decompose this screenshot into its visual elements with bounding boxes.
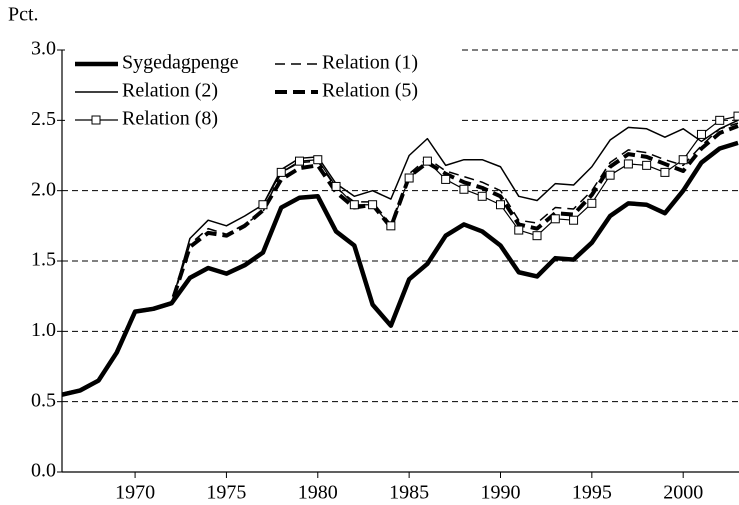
legend-label: Relation (8)	[122, 108, 218, 130]
x-tick-label: 1985	[389, 482, 429, 504]
y-tick-label: 1.5	[31, 249, 56, 271]
series-line	[61, 122, 739, 396]
series-line	[61, 124, 739, 397]
y-tick-label: 2.0	[31, 178, 56, 200]
x-tick-label: 2000	[663, 482, 703, 504]
marker	[514, 225, 524, 235]
legend: Sygedagpenge Relation (1) Relation (2) Rela…	[65, 48, 460, 136]
marker	[569, 215, 579, 225]
marker	[459, 184, 469, 194]
marker	[550, 214, 560, 224]
y-axis-label: Pct.	[8, 4, 39, 26]
marker	[477, 191, 487, 201]
legend-box	[65, 48, 460, 136]
y-tick-label: 0.0	[31, 460, 56, 482]
marker	[331, 181, 341, 191]
marker	[258, 200, 268, 210]
x-tick-label: 1975	[206, 482, 246, 504]
marker	[642, 160, 652, 170]
marker	[386, 221, 396, 231]
x-tick-label: 1970	[115, 482, 155, 504]
marker	[587, 198, 597, 208]
marker	[733, 111, 739, 121]
y-tick-label: 3.0	[31, 38, 56, 60]
marker	[404, 173, 414, 183]
marker	[441, 174, 451, 184]
marker	[605, 170, 615, 180]
legend-marker	[91, 115, 101, 125]
y-tick-label: 2.5	[31, 108, 56, 130]
y-tick-label: 0.5	[31, 389, 56, 411]
legend-label: Relation (5)	[322, 80, 418, 102]
marker	[715, 115, 725, 125]
marker	[368, 200, 378, 210]
marker	[295, 156, 305, 166]
legend-label: Sygedagpenge	[122, 52, 239, 74]
series-line	[61, 119, 739, 396]
marker	[349, 200, 359, 210]
marker	[678, 155, 688, 165]
marker	[422, 156, 432, 166]
x-tick-label: 1995	[572, 482, 612, 504]
marker	[495, 200, 505, 210]
x-tick-label: 1990	[480, 482, 520, 504]
marker	[623, 159, 633, 169]
marker	[532, 231, 542, 241]
marker	[660, 167, 670, 177]
x-tick-label: 1980	[298, 482, 338, 504]
marker	[696, 129, 706, 139]
series-line	[61, 140, 739, 397]
legend-label: Relation (2)	[122, 80, 218, 102]
legend-label: Relation (1)	[322, 52, 418, 74]
marker	[276, 167, 286, 177]
y-tick-label: 1.0	[31, 319, 56, 341]
marker	[313, 155, 323, 165]
